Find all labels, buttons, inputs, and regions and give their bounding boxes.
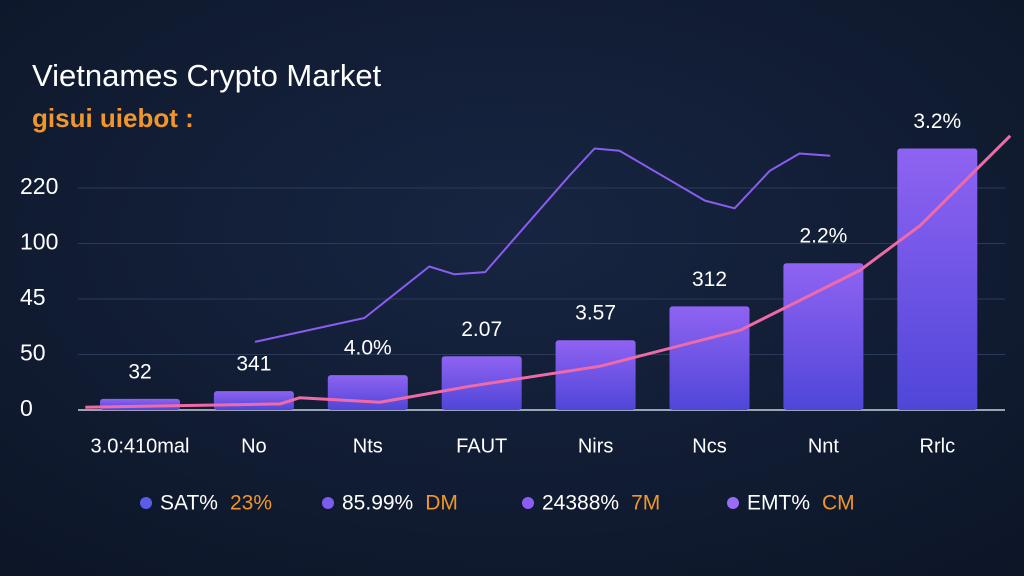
y-axis-label: 220 — [20, 173, 58, 199]
y-axis-label: 0 — [20, 395, 33, 421]
bar — [783, 263, 864, 410]
x-tick-label: Nnt — [808, 435, 840, 457]
bar — [327, 375, 408, 410]
legend-label: 85.99% — [342, 492, 413, 515]
chart-title: Vietnames Crypto Market — [32, 58, 382, 93]
legend-label: EMT% — [747, 492, 810, 515]
bar-value-label: 4.0% — [344, 337, 392, 360]
bar-value-label: 2.2% — [799, 225, 847, 248]
bar-value-label: 3.2% — [913, 110, 961, 133]
bar-value-label: 2.07 — [461, 318, 502, 341]
legend-value: 7M — [631, 492, 660, 515]
x-tick-label: No — [241, 435, 267, 457]
legend-label: SAT% — [160, 492, 218, 515]
x-tick-label: Ncs — [692, 435, 726, 457]
legend-value: CM — [822, 492, 855, 515]
y-axis-label: 100 — [20, 229, 58, 255]
bar — [555, 340, 636, 410]
x-tick-label: FAUT — [456, 435, 507, 457]
legend-label: 24388% — [542, 492, 619, 515]
bar-value-label: 341 — [236, 353, 271, 376]
line — [254, 147, 831, 343]
legend-value: DM — [425, 492, 458, 515]
bar-value-label: 32 — [128, 360, 151, 383]
bar-value-label: 312 — [692, 268, 727, 291]
x-tick-label: Rrlc — [920, 435, 956, 457]
legend-swatch — [140, 497, 152, 509]
x-tick-label: 3.0:410mal — [91, 435, 190, 457]
bar — [897, 148, 978, 410]
bar — [669, 306, 750, 410]
x-tick-label: Nirs — [578, 435, 614, 457]
y-axis-label: 45 — [20, 284, 46, 310]
legend-value: 23% — [230, 492, 272, 515]
legend-swatch — [322, 497, 334, 509]
legend-swatch — [522, 497, 534, 509]
x-tick-label: Nts — [353, 435, 383, 457]
line — [85, 134, 1012, 409]
bar-value-label: 3.57 — [575, 302, 616, 325]
chart-subtitle: gisui uiebot : — [32, 103, 194, 133]
bar — [213, 391, 294, 410]
legend-swatch — [727, 497, 739, 509]
y-axis-label: 50 — [20, 340, 46, 366]
